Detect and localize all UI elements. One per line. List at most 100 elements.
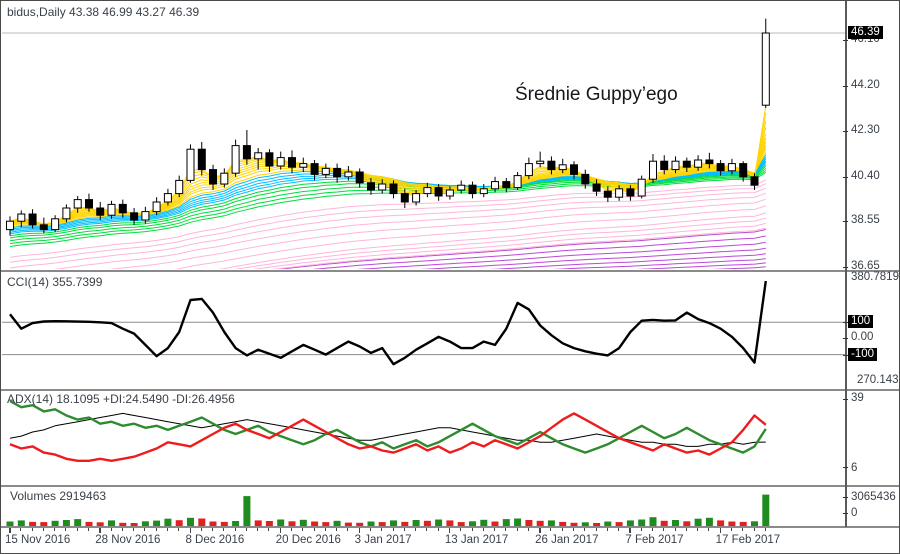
candle-bearish [367, 182, 375, 191]
date-scale[interactable]: 15 Nov 2016 28 Nov 2016 8 Dec 2016 20 Dec 2… [1, 528, 899, 553]
candle-bearish [682, 160, 691, 168]
guppy-ma-line-longest [419, 247, 766, 269]
candle-bearish [28, 213, 37, 226]
volume-bar-up [547, 520, 555, 526]
volume-bar-down [130, 523, 138, 526]
date-minor-tick [144, 528, 146, 531]
volume-bar-down [457, 522, 465, 526]
volume-scale-max-label: 3065436 [851, 491, 896, 503]
candle-bullish [220, 172, 229, 185]
candle-bullish [513, 175, 522, 189]
cci-zero-label: 0.00 [851, 331, 874, 344]
cci-scale-max-label: 380.7819 [851, 271, 899, 283]
candle-bullish [186, 148, 195, 181]
date-minor-tick [595, 528, 597, 531]
candle-bullish [761, 32, 770, 106]
panel-separator[interactable] [1, 270, 899, 272]
cci-line [9, 280, 767, 366]
guppy-ma-line-long [54, 192, 766, 269]
volume-bar-up [469, 521, 476, 526]
candle-bullish [558, 164, 567, 171]
volume-bar-up [751, 521, 758, 526]
axis-tick-mark [843, 266, 848, 268]
axis-tick-mark [843, 497, 848, 498]
adx-indicator-panel[interactable]: ADX(14) 18.1095 +DI:24.5490 -DI:26.4956 [2, 391, 845, 485]
volume-bar-down [593, 523, 601, 526]
price-chart-canvas[interactable] [2, 3, 845, 269]
volume-bar-up [672, 520, 679, 526]
date-minor-tick [505, 528, 507, 531]
candle-bearish [581, 173, 590, 185]
candle-bearish [547, 160, 556, 171]
adx-canvas[interactable] [2, 391, 845, 484]
guppy-ma-line-longest [553, 258, 766, 269]
volume-bar-down [322, 522, 330, 526]
date-minor-tick [685, 528, 687, 531]
volume-bar-down [378, 522, 386, 526]
volume-bar-down [356, 522, 364, 526]
date-minor-tick [110, 528, 112, 531]
volume-bar-down [288, 521, 296, 526]
candle-bullish [524, 163, 533, 177]
panel-separator[interactable] [1, 526, 899, 528]
panel-separator[interactable] [1, 485, 899, 487]
date-minor-tick [561, 528, 563, 531]
date-major-tick [358, 528, 361, 533]
candle-bearish [502, 181, 511, 189]
volume-bar-up [333, 520, 341, 526]
date-minor-tick [697, 528, 699, 531]
date-major-tick [189, 528, 191, 533]
guppy-ma-line-long [252, 222, 766, 269]
date-minor-tick [234, 528, 236, 531]
candle-bullish [107, 203, 116, 216]
cci-indicator-panel[interactable]: CCI(14) 355.7399 [2, 272, 845, 389]
date-minor-tick [291, 528, 292, 531]
volume-bar-up [6, 521, 14, 526]
panel-separator[interactable] [1, 389, 899, 391]
cci-level-low-badge: -100 [848, 347, 878, 361]
date-label: 7 Feb 2017 [625, 534, 684, 546]
date-minor-tick [437, 528, 439, 531]
volumes-panel[interactable]: Volumes 2919463 [2, 487, 845, 527]
candle-bullish [423, 187, 432, 195]
volume-bar-up [62, 520, 70, 526]
volume-bar-up [638, 519, 646, 526]
price-scale-column[interactable]: 46.1044.2042.3040.4038.5536.6546.39380.7… [843, 1, 899, 528]
cci-label: CCI(14) 355.7399 [7, 275, 103, 289]
volume-bar-up [435, 519, 443, 526]
date-minor-tick [76, 528, 78, 531]
date-minor-tick [88, 528, 89, 531]
volumes-canvas[interactable] [2, 487, 845, 527]
volume-bar-down [220, 521, 228, 526]
candle-bearish [739, 163, 748, 178]
axis-tick-mark [843, 39, 848, 41]
date-minor-tick [178, 528, 180, 531]
price-tick-label: 40.40 [851, 169, 880, 182]
date-minor-tick [212, 528, 213, 531]
price-scale-separator [845, 1, 847, 527]
date-minor-tick [381, 528, 383, 531]
volume-bar-up [412, 520, 420, 526]
candle-bearish [333, 167, 342, 178]
date-minor-tick [20, 528, 22, 531]
candle-bullish [321, 167, 330, 175]
axis-tick-mark [843, 467, 848, 468]
axis-tick-mark [843, 322, 848, 324]
date-minor-tick [573, 528, 574, 531]
date-minor-tick [347, 528, 349, 531]
volume-bar-down [29, 521, 37, 526]
cci-canvas[interactable] [2, 272, 845, 388]
candle-bullish [536, 160, 545, 165]
candle-bearish [468, 184, 477, 195]
adx-label: ADX(14) 18.1095 +DI:24.5490 -DI:26.4956 [7, 392, 235, 406]
price-chart-panel[interactable]: bidus,Daily 43.38 46.99 43.27 46.39 Śred… [2, 2, 845, 270]
date-label: 3 Jan 2017 [354, 534, 412, 546]
date-minor-tick [460, 528, 462, 531]
price-tick-label: 36.65 [851, 259, 880, 272]
chart-title-ohlc: bidus,Daily 43.38 46.99 43.27 46.39 [7, 5, 200, 19]
volume-bar-up [604, 521, 612, 526]
date-minor-tick [121, 528, 123, 531]
volume-bar-down [683, 521, 691, 526]
date-minor-tick [674, 528, 676, 531]
date-major-tick [719, 528, 722, 533]
